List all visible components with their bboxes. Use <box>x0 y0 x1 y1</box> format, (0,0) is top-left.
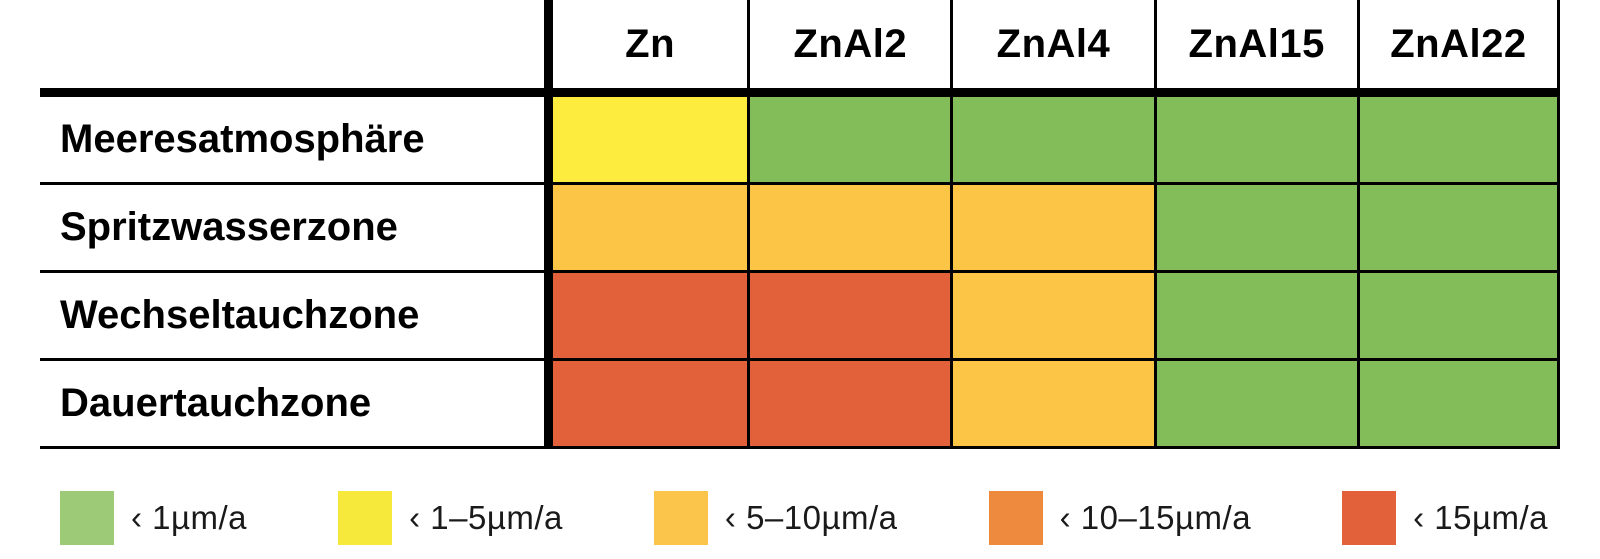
heat-cell <box>1356 185 1560 273</box>
heat-cell <box>747 97 951 185</box>
heat-cell <box>1356 97 1560 185</box>
heat-cell <box>544 185 748 273</box>
legend-swatch <box>988 491 1043 545</box>
legend-label: ‹ 15µm/a <box>1413 499 1548 536</box>
legend-swatch <box>653 491 708 545</box>
legend-label: ‹ 5–10µm/a <box>724 499 898 536</box>
heat-cell <box>950 185 1154 273</box>
heat-cell <box>747 185 951 273</box>
row-label: Meeresatmosphäre <box>40 97 544 185</box>
heat-cell <box>950 361 1154 449</box>
column-header: ZnAl4 <box>950 0 1154 97</box>
legend-item: ‹ 1µm/a <box>60 491 247 545</box>
legend-item: ‹ 15µm/a <box>1342 491 1548 545</box>
heat-cell <box>1153 185 1357 273</box>
column-header: ZnAl22 <box>1356 0 1560 97</box>
row-label: Dauertauchzone <box>40 361 544 449</box>
legend: ‹ 1µm/a ‹ 1–5µm/a ‹ 5–10µm/a ‹ 10–15µm/a ‹ 1… <box>60 491 1548 545</box>
row-label: Spritzwasserzone <box>40 185 544 273</box>
corrosion-table: Zn ZnAl2 ZnAl4 ZnAl15 ZnAl22 Meeresatmosphäre… <box>40 0 1560 449</box>
legend-swatch <box>1342 491 1397 545</box>
heat-cell <box>950 273 1154 361</box>
legend-label: ‹ 1–5µm/a <box>409 499 563 536</box>
column-header: Zn <box>544 0 748 97</box>
legend-item: ‹ 10–15µm/a <box>988 491 1252 545</box>
heat-cell <box>544 273 748 361</box>
heat-cell <box>747 361 951 449</box>
column-header: ZnAl15 <box>1153 0 1357 97</box>
heat-cell <box>950 97 1154 185</box>
heat-cell <box>1153 97 1357 185</box>
heat-cell <box>1356 361 1560 449</box>
legend-item: ‹ 5–10µm/a <box>653 491 898 545</box>
heat-cell <box>544 97 748 185</box>
legend-item: ‹ 1–5µm/a <box>338 491 563 545</box>
legend-swatch <box>60 491 114 545</box>
heat-cell <box>1153 361 1357 449</box>
heat-cell <box>1153 273 1357 361</box>
heat-cell <box>544 361 748 449</box>
table-corner-cell <box>40 0 544 97</box>
heat-cell <box>747 273 951 361</box>
legend-label: ‹ 10–15µm/a <box>1059 499 1252 536</box>
row-label: Wechseltauchzone <box>40 273 544 361</box>
legend-label: ‹ 1µm/a <box>131 499 248 536</box>
legend-swatch <box>338 491 393 545</box>
column-header: ZnAl2 <box>747 0 951 97</box>
heat-cell <box>1356 273 1560 361</box>
